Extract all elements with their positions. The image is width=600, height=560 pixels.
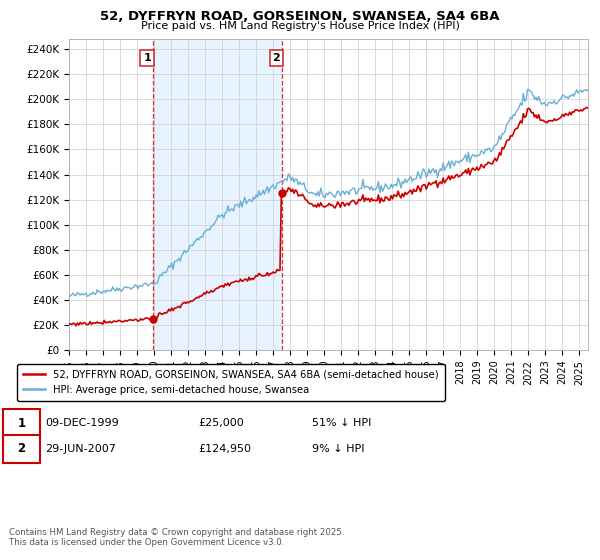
Text: 1: 1 [17, 417, 26, 430]
Text: 29-JUN-2007: 29-JUN-2007 [45, 444, 116, 454]
Text: £25,000: £25,000 [198, 418, 244, 428]
Text: 51% ↓ HPI: 51% ↓ HPI [312, 418, 371, 428]
Text: Price paid vs. HM Land Registry's House Price Index (HPI): Price paid vs. HM Land Registry's House … [140, 21, 460, 31]
Bar [153, 39, 281, 350]
Text: Contains HM Land Registry data © Crown copyright and database right 2025.
This d: Contains HM Land Registry data © Crown c… [9, 528, 344, 547]
Text: 2: 2 [272, 53, 280, 63]
Text: 1: 1 [143, 53, 151, 63]
Text: 09-DEC-1999: 09-DEC-1999 [45, 418, 119, 428]
Text: £124,950: £124,950 [198, 444, 251, 454]
Legend: 52, DYFFRYN ROAD, GORSEINON, SWANSEA, SA4 6BA (semi-detached house), HPI: Averag: 52, DYFFRYN ROAD, GORSEINON, SWANSEA, SA… [17, 363, 445, 401]
Text: 2: 2 [17, 442, 26, 455]
Text: 52, DYFFRYN ROAD, GORSEINON, SWANSEA, SA4 6BA: 52, DYFFRYN ROAD, GORSEINON, SWANSEA, SA… [100, 10, 500, 23]
Text: 9% ↓ HPI: 9% ↓ HPI [312, 444, 365, 454]
